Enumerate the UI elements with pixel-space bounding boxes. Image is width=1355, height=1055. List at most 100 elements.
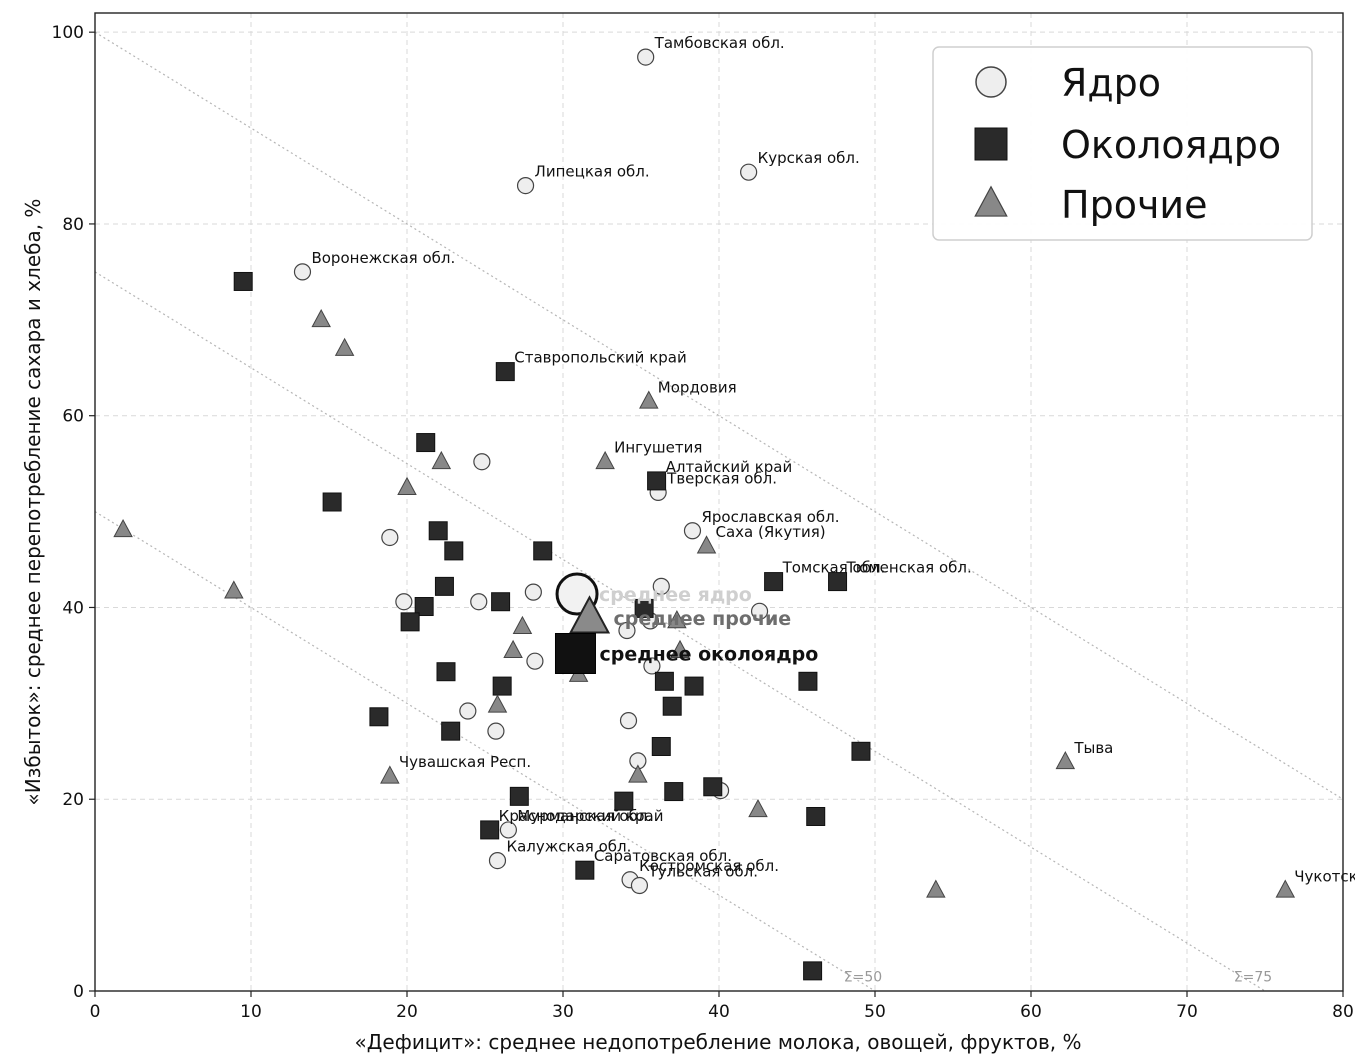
data-point: [703, 777, 723, 797]
y-tick-label: 100: [52, 23, 84, 43]
data-point: [684, 676, 704, 696]
data-point: [381, 528, 399, 547]
data-points: [113, 48, 1296, 981]
mean-label: среднее околоядро: [599, 643, 818, 665]
data-point: [512, 615, 533, 634]
legend-marker: [975, 66, 1007, 98]
data-point: [473, 453, 491, 471]
data-point: [628, 764, 648, 783]
x-tick-label: 60: [1020, 1002, 1042, 1022]
data-point: [618, 621, 636, 640]
data-point: [683, 522, 702, 540]
y-tick-label: 60: [62, 407, 84, 427]
data-point: [516, 176, 535, 195]
x-axis-label: «Дефицит»: среднее недопотребление молок…: [355, 1030, 1082, 1054]
y-tick-label: 40: [62, 598, 84, 618]
data-point: [436, 662, 456, 682]
point-label: Мурманская обл.: [517, 807, 652, 825]
data-point: [444, 541, 464, 561]
reference-line: [95, 271, 1266, 991]
legend-entry: Ядро: [1061, 61, 1161, 105]
data-point: [828, 572, 848, 592]
point-label: Алтайский край: [666, 458, 793, 476]
data-point: [798, 671, 818, 691]
data-point: [630, 876, 649, 895]
data-point: [526, 652, 544, 670]
point-label: Тюменская обл.: [846, 559, 972, 577]
point-label: Костромская обл.: [639, 857, 779, 875]
point-label: Тыва: [1073, 739, 1113, 757]
point-label: Чувашская Респ.: [399, 753, 531, 771]
point-label: Тамбовская обл.: [654, 34, 785, 52]
point-label: Калужская обл.: [506, 838, 631, 856]
data-point: [667, 610, 687, 629]
data-point: [480, 820, 500, 840]
data-point: [662, 696, 682, 716]
point-label: Саратовская обл.: [594, 847, 732, 865]
data-point: [431, 450, 452, 470]
reference-line-label: Σ=75: [1234, 969, 1272, 985]
data-point: [113, 518, 133, 538]
point-label: Ставропольский край: [514, 349, 686, 367]
y-tick-label: 0: [73, 982, 84, 1002]
data-point: [670, 639, 690, 658]
reference-lines: [95, 31, 1343, 991]
data-point: [806, 806, 826, 826]
legend-entry: Прочие: [1061, 183, 1207, 227]
data-point: [434, 576, 454, 596]
data-point: [803, 961, 823, 981]
x-tick-label: 40: [708, 1002, 730, 1022]
data-point: [233, 271, 253, 291]
data-point: [487, 722, 505, 740]
data-point: [851, 741, 871, 761]
data-point: [487, 694, 508, 713]
data-point: [619, 712, 638, 730]
data-point: [614, 791, 634, 811]
reference-line: [95, 511, 876, 991]
axis-ticks: 0 10 20 30 40 50 60 70 80 0 20 40 60 80 100: [52, 23, 1354, 1022]
data-point: [524, 583, 542, 601]
x-tick-label: 80: [1332, 1002, 1354, 1022]
legend: Ядро Околоядро Прочие: [932, 46, 1313, 241]
x-tick-label: 70: [1176, 1002, 1198, 1022]
legend-box: [932, 46, 1313, 241]
data-point: [750, 602, 769, 620]
data-point: [499, 821, 517, 839]
data-point: [639, 390, 659, 409]
data-point: [369, 707, 389, 727]
reference-line-label: Σ=50: [844, 969, 882, 985]
data-point: [459, 702, 477, 720]
y-tick-label: 80: [62, 215, 84, 235]
data-point: [637, 48, 655, 66]
x-tick-label: 50: [864, 1002, 886, 1022]
data-point: [696, 535, 717, 554]
point-label: Тульская обл.: [647, 863, 758, 881]
legend-marker: [974, 127, 1008, 161]
data-point: [652, 577, 670, 595]
data-point: [740, 163, 758, 181]
point-label: Ингушетия: [614, 439, 702, 457]
data-point: [311, 308, 331, 328]
data-point: [293, 263, 312, 281]
data-point: [441, 721, 461, 741]
x-tick-label: 0: [90, 1002, 101, 1022]
point-label: Чукотский автономный...: [1294, 867, 1355, 885]
x-tick-label: 10: [240, 1002, 262, 1022]
data-point: [764, 572, 784, 592]
data-point: [503, 639, 523, 658]
point-label: Томская обл.: [782, 559, 886, 577]
point-label: Липецкая обл.: [535, 163, 650, 181]
data-point: [397, 476, 417, 495]
mean-marker: [568, 595, 611, 634]
data-point: [224, 580, 244, 599]
data-point: [643, 657, 661, 675]
y-axis-label: «Избыток»: среднее перепотребление сахар…: [21, 199, 45, 806]
legend-entry: Околоядро: [1061, 123, 1281, 167]
reference-line: [95, 31, 1343, 800]
data-point: [647, 471, 667, 491]
point-label: Саха (Якутия): [716, 523, 826, 541]
data-point: [651, 737, 671, 756]
mean-label: среднее ядро: [599, 584, 752, 606]
data-point: [334, 337, 355, 356]
